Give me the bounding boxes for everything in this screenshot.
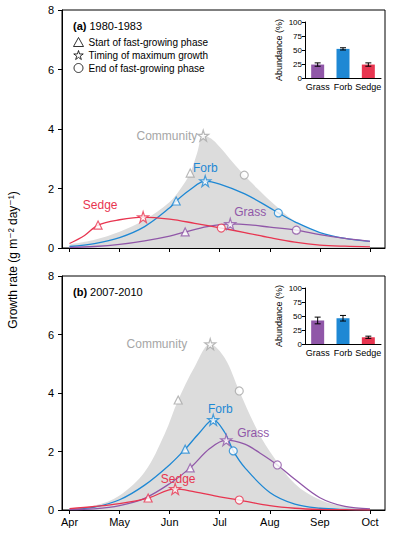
svg-text:2: 2 xyxy=(48,446,54,458)
svg-text:25: 25 xyxy=(293,60,302,69)
svg-text:Grass: Grass xyxy=(306,348,331,358)
svg-text:Growth rate (g m⁻² day⁻¹): Growth rate (g m⁻² day⁻¹) xyxy=(6,191,20,328)
svg-text:Sedge: Sedge xyxy=(161,472,196,486)
svg-text:Jul: Jul xyxy=(213,516,227,528)
svg-text:Timing of maximum growth: Timing of maximum growth xyxy=(89,50,209,61)
svg-text:Community: Community xyxy=(127,337,188,351)
svg-text:Forb: Forb xyxy=(208,402,233,416)
svg-text:Abundance (%): Abundance (%) xyxy=(274,19,284,81)
svg-text:8: 8 xyxy=(48,270,54,282)
svg-text:Aug: Aug xyxy=(260,516,280,528)
svg-text:Start of fast-growing phase: Start of fast-growing phase xyxy=(89,37,209,48)
svg-text:2007-2010: 2007-2010 xyxy=(87,286,143,298)
svg-text:Forb: Forb xyxy=(193,161,218,175)
svg-text:0: 0 xyxy=(48,242,54,254)
svg-text:May: May xyxy=(109,516,130,528)
svg-text:End of fast-growing phase: End of fast-growing phase xyxy=(89,63,206,74)
svg-text:0: 0 xyxy=(298,74,303,83)
svg-text:Grass: Grass xyxy=(234,205,266,219)
svg-text:100: 100 xyxy=(289,18,303,27)
svg-text:0: 0 xyxy=(48,504,54,516)
svg-text:Jun: Jun xyxy=(161,516,179,528)
svg-text:1980-1983: 1980-1983 xyxy=(86,20,142,32)
svg-text:6: 6 xyxy=(48,329,54,341)
svg-text:50: 50 xyxy=(293,46,302,55)
svg-text:0: 0 xyxy=(298,340,303,349)
svg-text:Sep: Sep xyxy=(310,516,330,528)
svg-text:Grass: Grass xyxy=(306,82,331,92)
svg-text:Oct: Oct xyxy=(361,516,378,528)
svg-text:Sedge: Sedge xyxy=(355,82,381,92)
svg-text:2: 2 xyxy=(48,183,54,195)
svg-text:Sedge: Sedge xyxy=(83,198,118,212)
svg-text:4: 4 xyxy=(48,387,54,399)
svg-text:25: 25 xyxy=(293,326,302,335)
svg-text:6: 6 xyxy=(48,64,54,76)
svg-text:100: 100 xyxy=(289,284,303,293)
svg-text:(b): (b) xyxy=(73,286,87,298)
svg-text:50: 50 xyxy=(293,312,302,321)
svg-text:Forb: Forb xyxy=(334,82,353,92)
svg-text:Grass: Grass xyxy=(237,426,269,440)
svg-text:4: 4 xyxy=(48,123,54,135)
svg-text:Sedge: Sedge xyxy=(355,348,381,358)
svg-text:(a): (a) xyxy=(73,20,87,32)
svg-text:75: 75 xyxy=(293,32,302,41)
svg-text:Apr: Apr xyxy=(61,516,78,528)
svg-text:Community: Community xyxy=(137,129,198,143)
svg-text:Forb: Forb xyxy=(334,348,353,358)
svg-text:8: 8 xyxy=(48,4,54,16)
svg-text:Abundance (%): Abundance (%) xyxy=(274,285,284,347)
svg-text:75: 75 xyxy=(293,298,302,307)
